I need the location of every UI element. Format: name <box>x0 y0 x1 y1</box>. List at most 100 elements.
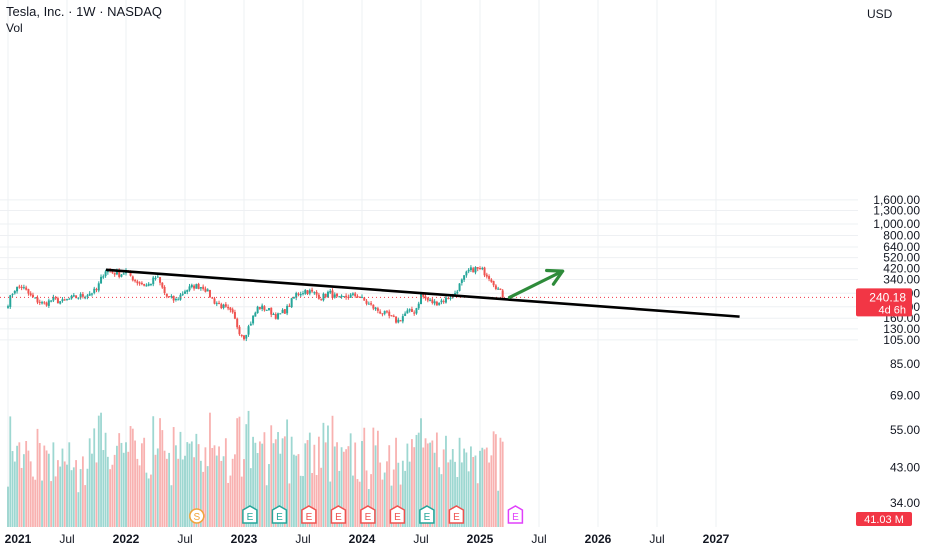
candle <box>392 314 395 318</box>
volume-bar <box>145 472 148 527</box>
candle <box>249 321 252 326</box>
candle <box>252 314 255 326</box>
candle-body <box>161 282 164 288</box>
candle-body <box>208 290 211 298</box>
volume-bar <box>268 464 270 527</box>
split-marker[interactable]: S <box>189 508 205 524</box>
earnings-marker[interactable]: E <box>507 505 524 524</box>
projection-arrow[interactable] <box>507 268 565 299</box>
trendline[interactable] <box>105 268 740 318</box>
candle <box>395 316 398 324</box>
earnings-marker[interactable]: E <box>448 505 465 524</box>
candle <box>308 288 311 296</box>
candle <box>279 313 282 315</box>
candle-body <box>435 301 438 306</box>
volume-bar <box>227 482 230 527</box>
volume-bar <box>474 455 477 527</box>
candle-body <box>370 303 373 305</box>
candle <box>95 287 98 293</box>
candle <box>424 294 427 301</box>
candle-body <box>227 306 230 309</box>
volume-bar <box>22 454 25 527</box>
candle <box>138 281 141 286</box>
date-tick-label: Jul <box>649 532 664 546</box>
volume-bar <box>136 458 139 527</box>
volume-bar <box>134 440 136 527</box>
candle-body <box>442 301 445 303</box>
candle <box>499 288 502 291</box>
candle-body <box>136 281 139 284</box>
candle-body <box>413 312 416 314</box>
candle-body <box>213 298 216 304</box>
candle <box>245 334 248 342</box>
candle-body <box>190 284 193 288</box>
symbol-title[interactable]: Tesla, Inc. · 1W · NASDAQ <box>6 4 163 19</box>
volume-bar <box>9 416 12 527</box>
volume-badge[interactable]: 41.03 M <box>856 512 912 526</box>
volume-bar <box>38 443 41 527</box>
candle <box>460 278 463 286</box>
earnings-marker[interactable]: E <box>301 505 317 524</box>
candle <box>97 281 100 293</box>
candle <box>274 312 277 320</box>
earnings-icon <box>242 505 258 524</box>
volume-badge-value: 41.03 M <box>864 514 904 526</box>
date-tick-label: 2026 <box>585 532 612 546</box>
volume-bar <box>177 458 180 527</box>
date-axis[interactable]: 2021 Jul 2022 Jul 2023 Jul 2024 Jul 2025 Jul 2026 J… <box>5 532 730 546</box>
candle <box>18 284 21 289</box>
date-tick-label: Jul <box>531 532 546 546</box>
earnings-marker[interactable]: E <box>360 505 376 524</box>
earnings-marker[interactable]: E <box>389 505 406 524</box>
candle-body <box>134 280 137 282</box>
volume-bar <box>306 440 309 527</box>
volume-bar <box>91 453 93 527</box>
earnings-marker[interactable]: E <box>242 505 258 524</box>
candle-body <box>11 293 14 295</box>
volume-bar <box>159 418 161 527</box>
candle <box>454 290 457 295</box>
earnings-marker[interactable]: E <box>271 505 288 524</box>
candle <box>261 303 264 312</box>
earnings-marker[interactable]: E <box>419 505 435 524</box>
candle-body <box>86 295 89 297</box>
volume-bar <box>479 450 481 527</box>
earnings-marker[interactable]: E <box>330 505 347 524</box>
candle-body <box>447 297 450 299</box>
candle <box>81 291 84 299</box>
candle <box>52 294 55 303</box>
candle-body <box>84 297 87 299</box>
price-axis[interactable]: USD1,600.001,300.001,000.00800.00640.005… <box>867 7 920 510</box>
candle <box>9 294 12 309</box>
candle-body <box>140 282 143 285</box>
volume-bar <box>234 454 236 527</box>
volume-bar <box>13 461 16 527</box>
volume-bar <box>408 461 411 527</box>
earnings-icon <box>301 505 317 524</box>
candle-body <box>317 294 320 299</box>
candle-body <box>392 315 395 317</box>
candle-body <box>274 314 277 319</box>
candle <box>433 299 436 306</box>
candle-body <box>63 299 66 301</box>
volume-bar <box>290 436 293 527</box>
candle <box>476 267 479 272</box>
volume-bar <box>433 452 436 527</box>
volume-bar <box>488 462 490 527</box>
volume-bar <box>447 462 450 527</box>
volume-label[interactable]: Vol <box>6 21 23 35</box>
candle-body <box>129 271 132 276</box>
candle-body <box>415 308 418 314</box>
volume-bar <box>440 474 443 527</box>
volume-bar <box>77 492 80 527</box>
candle <box>413 310 416 316</box>
candle <box>206 288 209 292</box>
candle-body <box>272 313 275 315</box>
candle <box>322 292 325 302</box>
volume-bar <box>122 452 125 527</box>
candle <box>481 266 484 271</box>
earnings-icon <box>389 505 406 524</box>
candle-body <box>220 304 223 309</box>
